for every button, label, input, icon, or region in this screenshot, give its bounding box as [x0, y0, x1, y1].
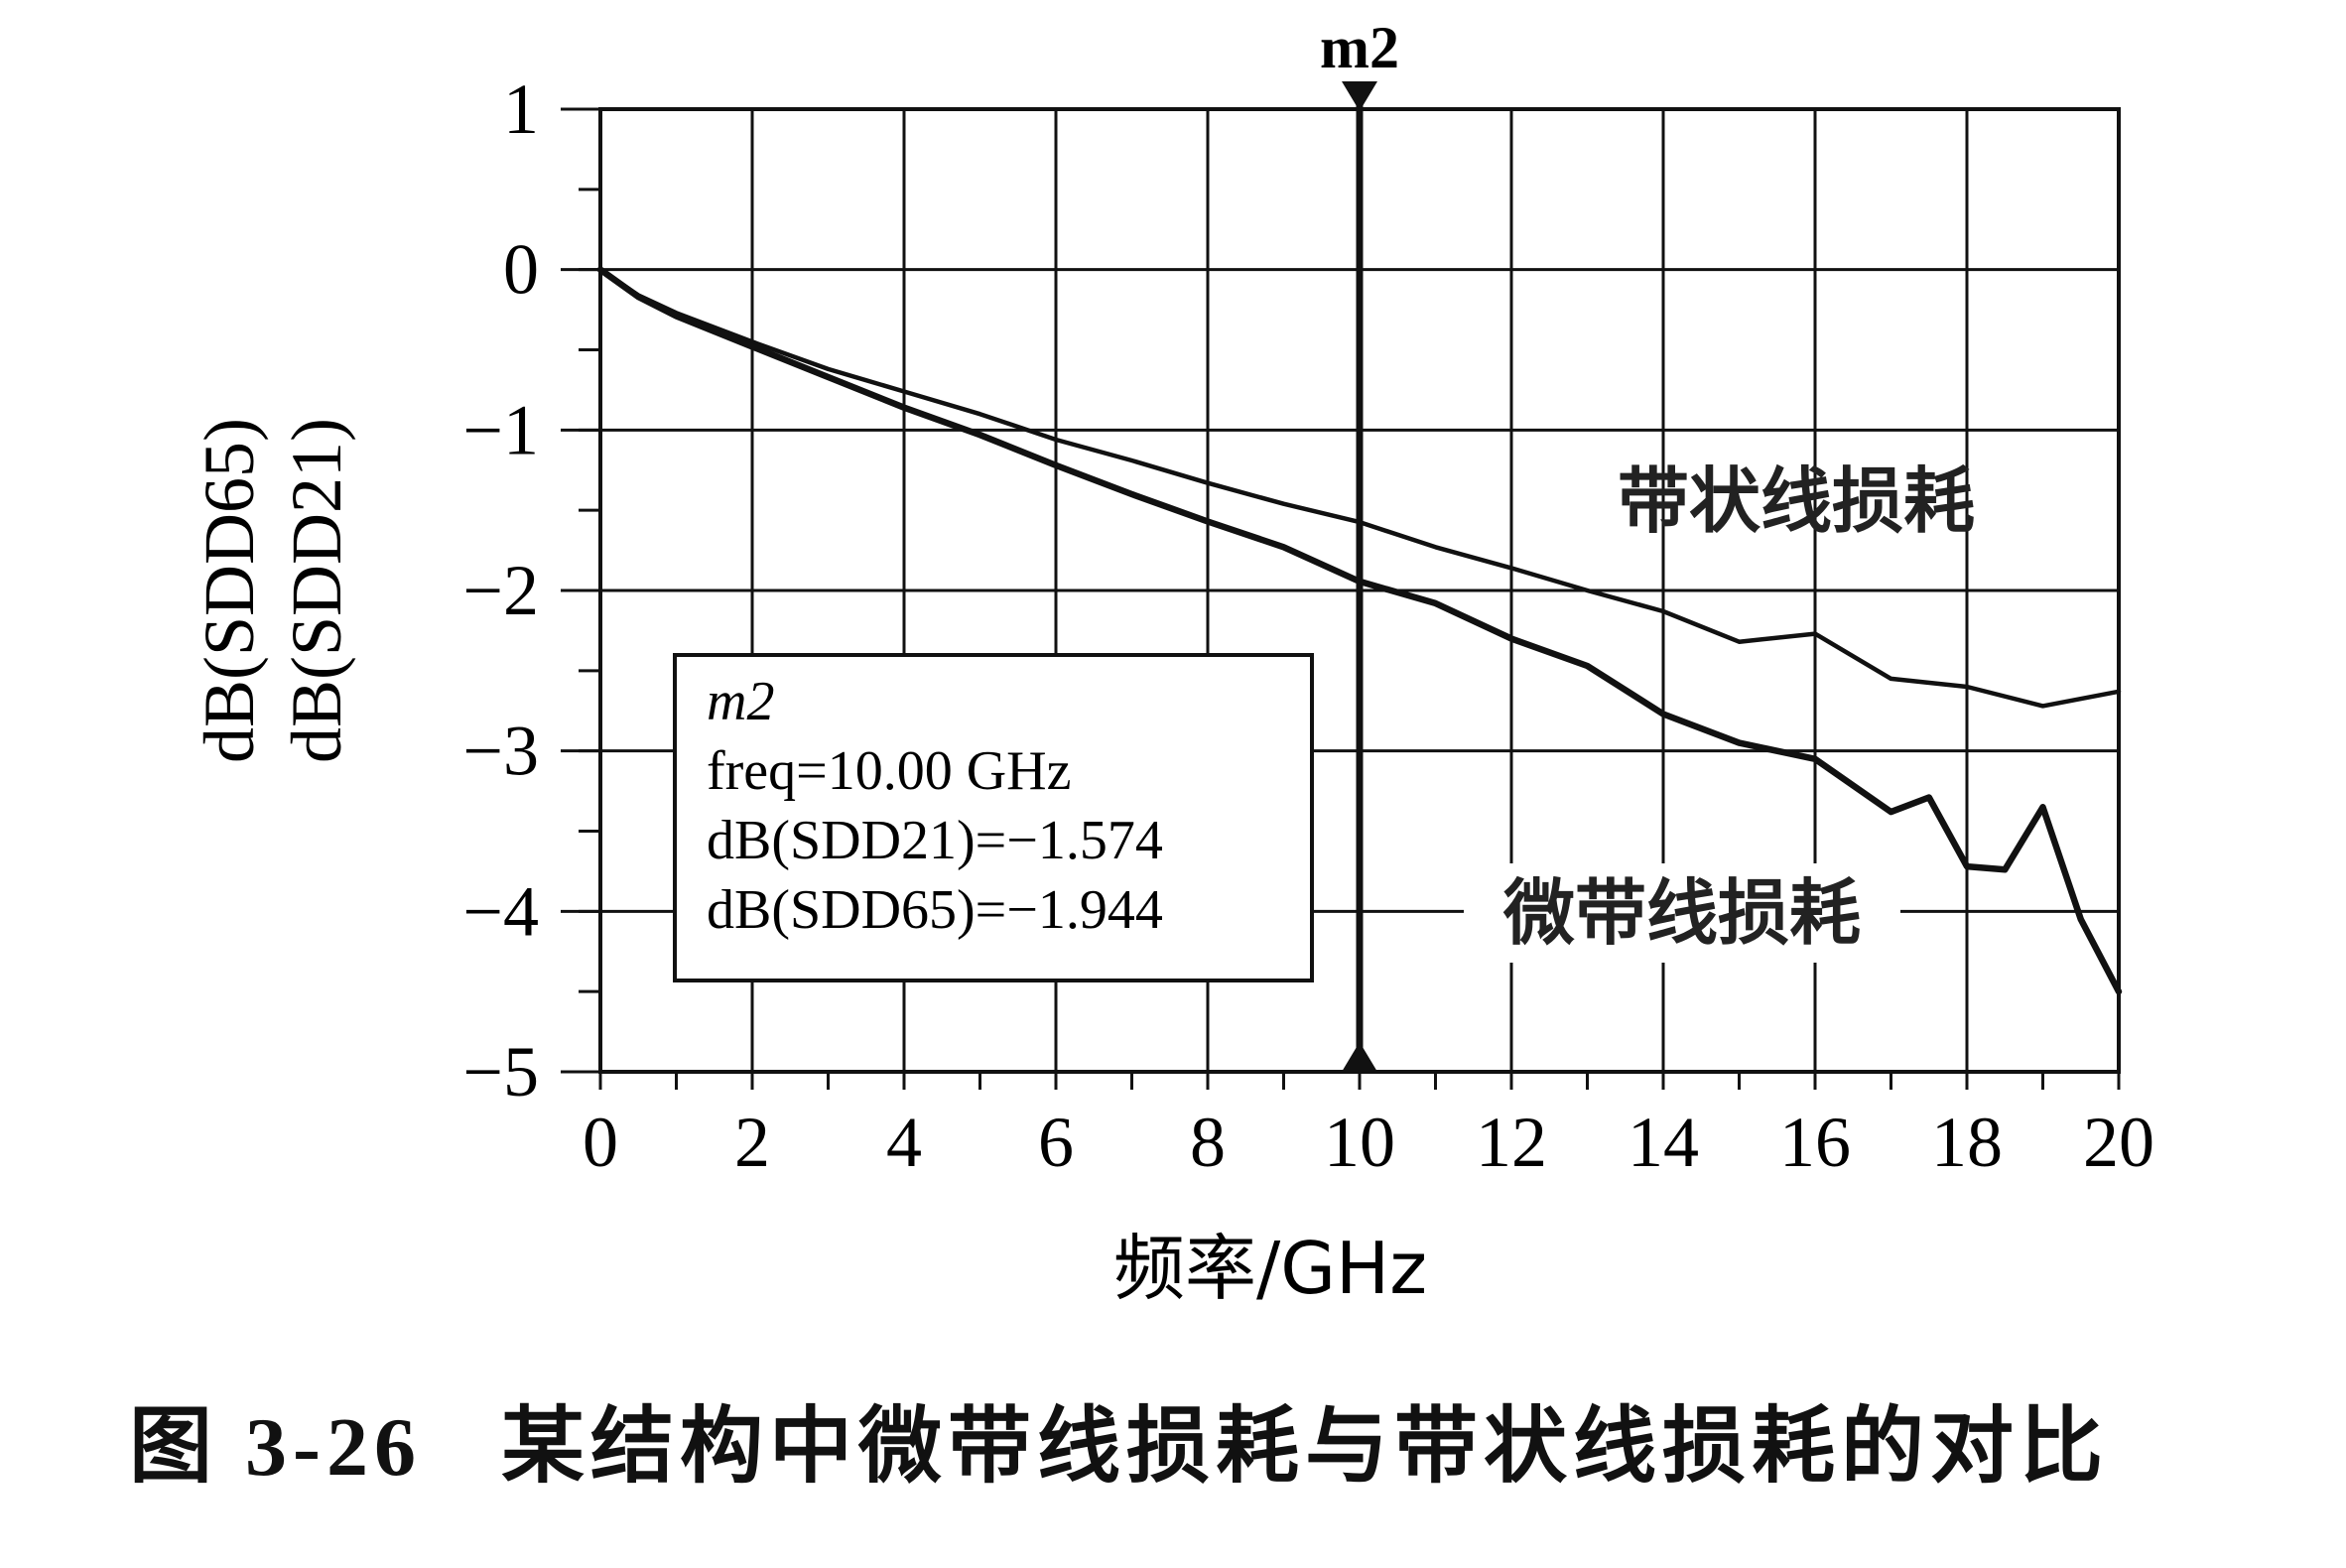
caption-number: 图 3-26: [129, 1401, 422, 1494]
x-axis-label: 频率/GHz: [1113, 1227, 1427, 1310]
marker-readout-line: dB(SDD65)=−1.944: [707, 879, 1163, 941]
series-label-microstrip: 微带线损耗: [1502, 871, 1861, 955]
marker-bottom-triangle: [1342, 1042, 1377, 1072]
series-label-backdrop: [1464, 863, 1900, 963]
minor-ticks: [579, 107, 2121, 1090]
x-tick-label: 18: [1931, 1103, 2003, 1182]
y-tick-label: 0: [503, 230, 539, 310]
y-tick-label: −5: [462, 1032, 539, 1111]
caption-text: 某结构中微带线损耗与带状线损耗的对比: [500, 1397, 2109, 1495]
series-line: [597, 267, 2122, 709]
x-tick-label: 2: [734, 1103, 770, 1182]
y-tick-label: −1: [462, 390, 539, 469]
marker-label: m2: [1320, 15, 1399, 80]
x-tick-label: 20: [2083, 1103, 2154, 1182]
x-tick-label: 0: [583, 1103, 618, 1182]
x-tick-label: 12: [1476, 1103, 1547, 1182]
figure-caption: 图 3-26 某结构中微带线损耗与带状线损耗的对比: [0, 1379, 2346, 1500]
x-tick-label: 6: [1038, 1103, 1074, 1182]
series-layer: [596, 266, 2123, 995]
y-tick-label: −4: [462, 871, 539, 951]
y-axis-label: dB(SDD65) dB(SDD21): [190, 418, 356, 763]
x-tick-label: 8: [1190, 1103, 1226, 1182]
y-axis-label-line: dB(SDD21): [277, 418, 356, 763]
x-tick-label: 14: [1628, 1103, 1699, 1182]
series-label-stripline: 带状线损耗: [1618, 459, 1975, 543]
x-tick-label: 4: [886, 1103, 922, 1182]
marker-readout-box: [673, 653, 1314, 982]
x-tick-label: 10: [1324, 1103, 1395, 1182]
marker-readout-line: freq=10.00 GHz: [707, 740, 1071, 802]
y-tick-label: 1: [503, 69, 539, 149]
marker-top-triangle: [1342, 81, 1377, 111]
marker-readout-line: m2: [707, 671, 774, 732]
y-tick-label: −2: [462, 551, 539, 630]
series-line: [596, 266, 2123, 995]
marker-readout-line: dB(SDD21)=−1.574: [707, 810, 1163, 871]
y-tick-label: −3: [462, 712, 539, 791]
marker-layer: m2: [1320, 15, 1399, 1072]
y-axis-label-line: dB(SDD65): [190, 418, 269, 763]
x-tick-label: 16: [1779, 1103, 1851, 1182]
